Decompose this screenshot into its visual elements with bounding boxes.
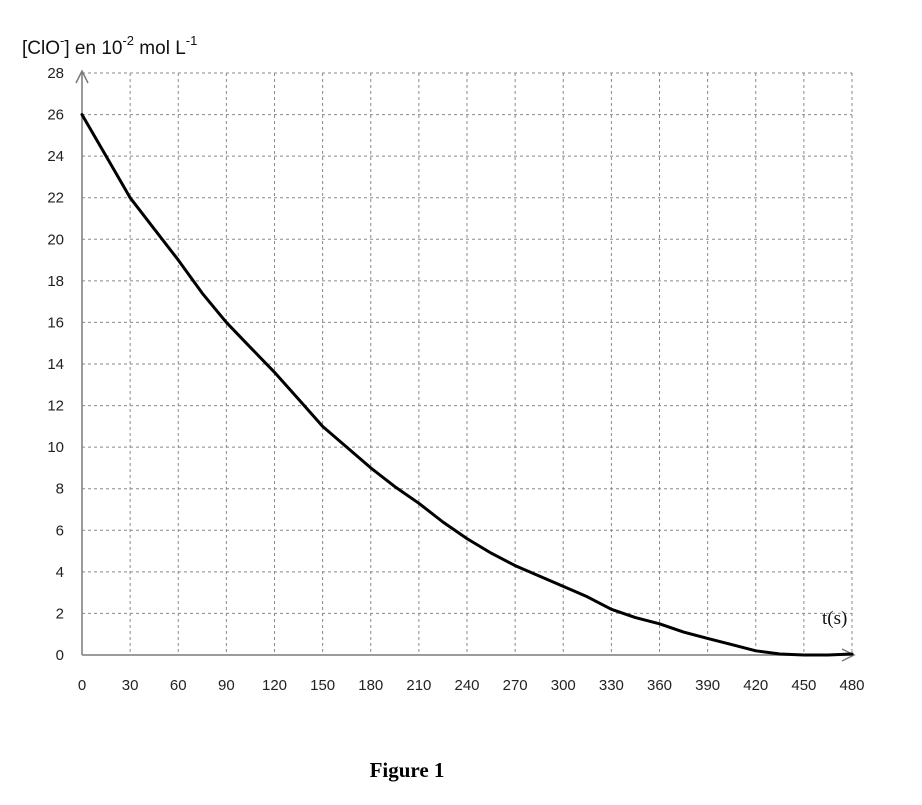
x-tick-label: 0	[78, 677, 86, 694]
x-tick-label: 90	[218, 677, 235, 694]
tick-labels: 0 30 60 90 120 150 180 210 240 270 300 330 360 390 420…	[47, 65, 864, 694]
x-tick-label: 360	[647, 677, 672, 694]
x-tick-label: 300	[551, 677, 576, 694]
x-axis-label: t(s)	[822, 608, 847, 629]
x-tick-label: 450	[791, 677, 816, 694]
y-tick-label: 14	[47, 356, 64, 373]
y-axis-label: [ClO-] en 10-2 mol L-1	[22, 33, 197, 59]
grid	[82, 72, 853, 655]
y-tick-label: 22	[47, 190, 64, 207]
x-tick-label: 480	[839, 677, 864, 694]
x-tick-label: 180	[358, 677, 383, 694]
x-tick-label: 390	[695, 677, 720, 694]
x-tick-label: 420	[743, 677, 768, 694]
x-tick-label: 330	[599, 677, 624, 694]
series	[80, 113, 854, 657]
axes	[75, 69, 856, 662]
x-tick-label: 60	[170, 677, 187, 694]
x-tick-label: 210	[406, 677, 431, 694]
y-tick-label: 12	[47, 398, 64, 415]
y-tick-label: 16	[47, 314, 64, 331]
x-axis-arrow	[841, 648, 856, 662]
y-tick-label: 26	[47, 107, 64, 124]
y-tick-label: 8	[56, 481, 64, 498]
x-tick-label: 30	[122, 677, 139, 694]
y-axis-label-part: ] en 10	[64, 38, 122, 59]
y-axis-label-superscript: -1	[186, 33, 198, 48]
y-axis-label-part: mol L	[134, 38, 186, 59]
x-tick-label: 270	[503, 677, 528, 694]
y-tick-label: 20	[47, 231, 64, 248]
y-axis-arrow	[75, 69, 89, 84]
y-tick-label: 0	[56, 647, 64, 664]
y-axis-label-superscript: -2	[122, 33, 134, 48]
series-line	[80, 113, 854, 657]
figure-caption: Figure 1	[369, 758, 445, 782]
y-tick-label: 18	[47, 273, 64, 290]
x-tick-label: 240	[454, 677, 479, 694]
y-axis-label-superscript: -	[60, 33, 64, 48]
y-tick-label: 4	[56, 564, 64, 581]
y-tick-label: 24	[47, 148, 64, 165]
axis-labels: [ClO-] en 10-2 mol L-1 t(s)	[22, 33, 847, 629]
y-tick-label: 28	[47, 65, 64, 82]
y-tick-label: 6	[56, 522, 64, 539]
x-tick-label: 120	[262, 677, 287, 694]
y-tick-label: 2	[56, 605, 64, 622]
y-tick-label: 10	[47, 439, 64, 456]
y-axis-label-part: [ClO	[22, 38, 60, 59]
x-tick-label: 150	[310, 677, 335, 694]
